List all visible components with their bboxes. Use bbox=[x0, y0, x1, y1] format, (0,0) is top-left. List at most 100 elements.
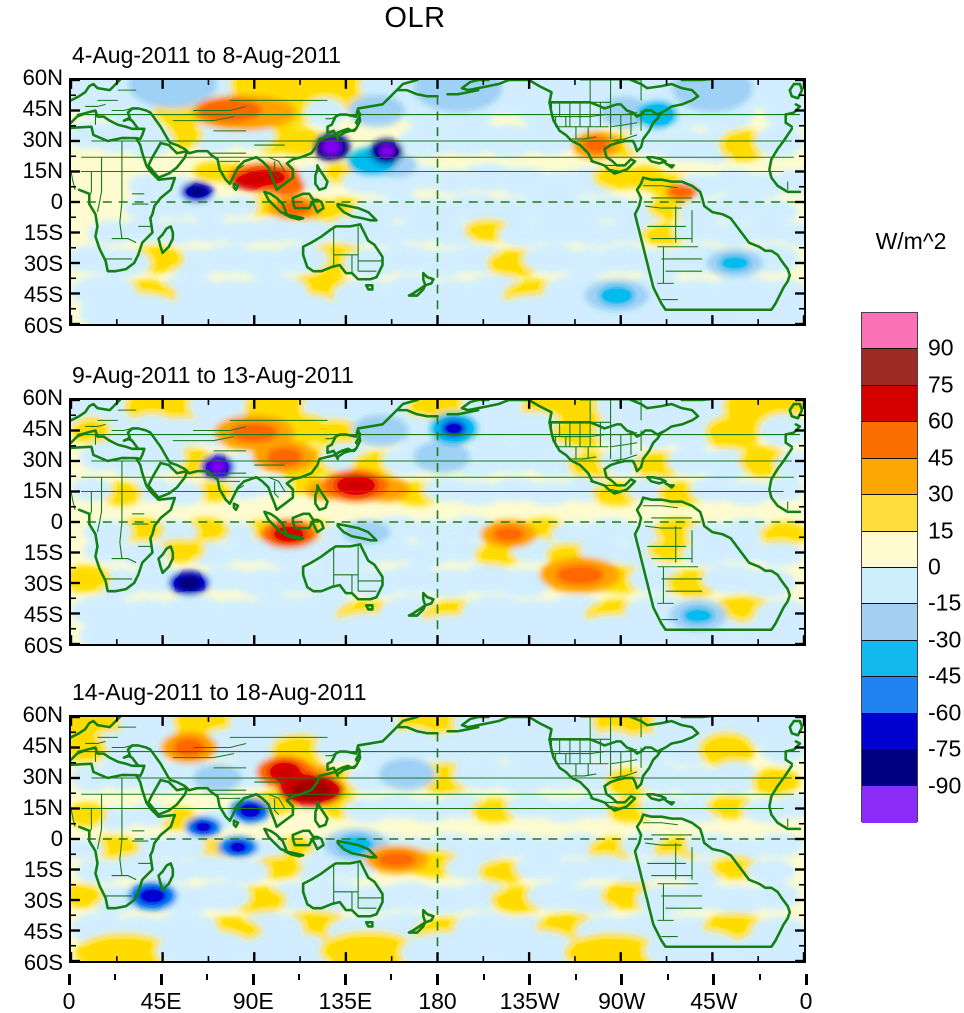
x-tick-label: 0 bbox=[62, 988, 76, 1013]
colorbar-band bbox=[862, 640, 917, 678]
x-tick-label: 45E bbox=[140, 988, 182, 1013]
y-tick-label: 45S bbox=[23, 919, 63, 944]
colorbar-band bbox=[862, 567, 917, 605]
colorbar-band bbox=[862, 422, 917, 459]
x-tick-mark bbox=[251, 974, 255, 985]
panel-1-title: 4-Aug-2011 to 8-Aug-2011 bbox=[72, 42, 341, 68]
y-tick-label: 60S bbox=[23, 633, 63, 658]
colorbar-tick-label: -45 bbox=[928, 662, 962, 689]
x-tick-mark bbox=[436, 974, 439, 985]
colorbar-band bbox=[862, 750, 917, 787]
y-tick-label: 30S bbox=[23, 251, 63, 276]
y-tick-label: 0 bbox=[50, 826, 63, 851]
y-tick-label: 15N bbox=[22, 158, 63, 183]
colorbar-tick-label: -15 bbox=[928, 589, 962, 616]
x-tick-label: 0 bbox=[799, 988, 813, 1013]
colorbar-tick-label: 60 bbox=[928, 407, 954, 434]
x-tick-mark bbox=[159, 974, 163, 985]
x-tick-label: 90W bbox=[598, 988, 646, 1013]
y-tick-label: 15S bbox=[23, 220, 63, 245]
y-tick-label: 45N bbox=[22, 733, 63, 758]
y-tick-label: 60S bbox=[23, 313, 63, 338]
y-tick-label: 0 bbox=[50, 509, 63, 534]
x-tick-mark bbox=[804, 974, 808, 985]
y-tick-label: 45S bbox=[23, 282, 63, 307]
panel-3-title: 14-Aug-2011 to 18-Aug-2011 bbox=[72, 679, 367, 705]
colorbar-band bbox=[862, 786, 917, 823]
colorbar-tick-label: 45 bbox=[928, 444, 954, 471]
x-tick-label: 45W bbox=[690, 988, 738, 1013]
x-tick-mark bbox=[390, 974, 393, 980]
x-axis: 0 45E 90E 135E 180 135W 90W 45W 0 bbox=[63, 974, 812, 1013]
colorbar-band bbox=[862, 531, 917, 568]
anomaly-field bbox=[71, 400, 804, 644]
x-tick-mark bbox=[666, 974, 669, 980]
x-tick-mark bbox=[712, 974, 716, 985]
x-tick-mark bbox=[482, 974, 485, 980]
colorbar-tick-label: -75 bbox=[928, 735, 962, 762]
coastlines bbox=[71, 400, 804, 632]
map-frame-ticks bbox=[71, 80, 804, 324]
y-tick-label: 60N bbox=[22, 385, 63, 410]
y-axis-labels-panel-3: 60N 45N 30N 15N 0 15S 30S 45S 60S bbox=[0, 702, 63, 975]
page-title: OLR bbox=[384, 2, 446, 34]
map-panel-3[interactable] bbox=[69, 715, 806, 963]
colorbar-band bbox=[862, 349, 917, 386]
colorbar-band bbox=[862, 604, 917, 641]
colorbar-band bbox=[862, 385, 917, 423]
y-tick-label: 0 bbox=[50, 189, 63, 214]
map-frame-ticks bbox=[71, 717, 804, 961]
y-tick-label: 30N bbox=[22, 764, 63, 789]
y-tick-label: 15S bbox=[23, 540, 63, 565]
colorbar-band bbox=[862, 713, 917, 751]
colorbar-tick-label: -60 bbox=[928, 699, 962, 726]
anomaly-field bbox=[71, 80, 804, 324]
x-tick-label: 135W bbox=[499, 988, 560, 1013]
colorbar-band bbox=[862, 313, 917, 350]
y-tick-label: 30N bbox=[22, 447, 63, 472]
y-tick-label: 30S bbox=[23, 888, 63, 913]
map-panel-1[interactable] bbox=[69, 78, 806, 326]
colorbar-band bbox=[862, 677, 917, 714]
colorbar[interactable] bbox=[861, 312, 918, 823]
y-tick-label: 15S bbox=[23, 857, 63, 882]
x-tick-label: 135E bbox=[318, 988, 373, 1013]
x-tick-label: 90E bbox=[232, 988, 274, 1013]
colorbar-units-label: W/m^2 bbox=[875, 228, 947, 254]
y-tick-label: 45N bbox=[22, 416, 63, 441]
colorbar-tick-label: 90 bbox=[928, 334, 954, 361]
colorbar-band bbox=[862, 458, 917, 496]
panel-2-title: 9-Aug-2011 to 13-Aug-2011 bbox=[72, 362, 354, 388]
colorbar-band bbox=[862, 495, 917, 532]
y-axis-labels-panel-2: 60N 45N 30N 15N 0 15S 30S 45S 60S bbox=[0, 385, 63, 658]
y-axis-labels-panel-1: 60N 45N 30N 15N 0 15S 30S 45S 60S bbox=[0, 65, 63, 338]
map-panel-2[interactable] bbox=[69, 398, 806, 646]
x-tick-mark bbox=[67, 974, 71, 985]
y-tick-label: 60N bbox=[22, 65, 63, 90]
x-tick-mark bbox=[114, 974, 117, 980]
y-tick-label: 30N bbox=[22, 127, 63, 152]
colorbar-tick-label: 75 bbox=[928, 371, 954, 398]
x-tick-mark bbox=[298, 974, 301, 980]
x-tick-mark bbox=[343, 974, 347, 985]
map-frame-ticks bbox=[71, 400, 804, 644]
x-tick-mark bbox=[758, 974, 761, 980]
x-tick-mark bbox=[574, 974, 577, 980]
y-tick-label: 45N bbox=[22, 96, 63, 121]
colorbar-tick-label: -30 bbox=[928, 626, 962, 653]
colorbar-tick-label: 0 bbox=[928, 553, 941, 580]
y-tick-label: 60N bbox=[22, 702, 63, 727]
y-tick-label: 30S bbox=[23, 571, 63, 596]
x-tick-mark bbox=[528, 974, 532, 985]
y-tick-label: 15N bbox=[22, 478, 63, 503]
x-tick-mark bbox=[620, 974, 624, 985]
colorbar-tick-label: 30 bbox=[928, 480, 954, 507]
y-tick-label: 45S bbox=[23, 602, 63, 627]
colorbar-tick-label: -90 bbox=[928, 772, 962, 799]
x-tick-mark bbox=[206, 974, 209, 980]
y-tick-label: 60S bbox=[23, 950, 63, 975]
x-tick-label: 180 bbox=[418, 988, 457, 1013]
colorbar-tick-label: 15 bbox=[928, 517, 954, 544]
anomaly-field bbox=[71, 717, 804, 961]
